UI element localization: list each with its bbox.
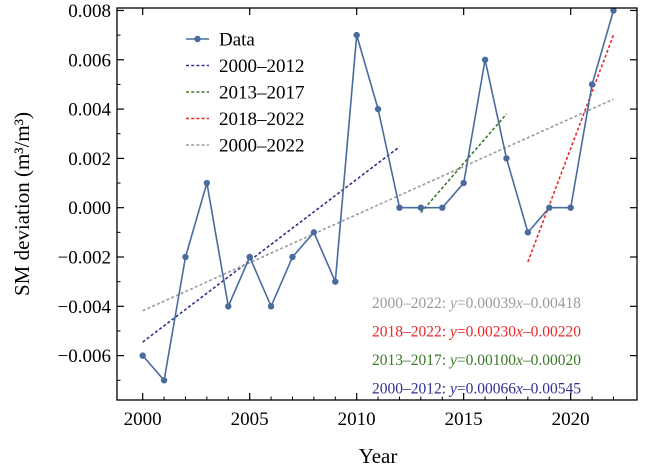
data-point: [481, 56, 489, 63]
trend-line-2018–2022: [527, 34, 615, 263]
data-point: [374, 105, 382, 113]
equation-part-sep: :: [442, 324, 450, 341]
y-tick-label: −0.004: [58, 297, 112, 318]
equation-part-x: x: [515, 324, 523, 341]
data-point: [289, 253, 296, 261]
y-tick-label: −0.002: [58, 248, 111, 269]
axes: 2000 2005 2010 2015 2020 −0.006 −0.004 −0.002 0.…: [10, 1, 638, 468]
equation-part-sep: :: [442, 295, 450, 312]
equation-part-eq: =0.00066: [457, 381, 516, 398]
legend-label-2000–2012: 2000–2012: [219, 56, 305, 77]
trend-line-2000–2022: [142, 98, 614, 312]
x-tick-label: 2015: [445, 409, 483, 430]
equation-annotation: 2018–2022: y=0.00230x–0.00220: [372, 324, 581, 341]
y-tick-label: 0.006: [68, 50, 111, 71]
equation-part-range: 2018–2022: [372, 324, 442, 341]
data-point: [588, 81, 596, 88]
y-tick-label: 0.008: [68, 1, 111, 22]
equation-annotation: 2000–2022: y=0.00039x–0.00418: [372, 295, 581, 312]
equation-part-rest: –0.00418: [522, 295, 581, 312]
x-tick-label: 2000: [124, 409, 162, 430]
data-point: [160, 377, 168, 384]
x-tick-label: 2005: [231, 409, 269, 430]
data-point: [246, 253, 253, 261]
data-point: [567, 204, 574, 211]
equation-annotation: 2000–2012: y=0.00066x–0.00545: [372, 381, 581, 398]
y-tick-label: 0.004: [68, 100, 111, 121]
x-tick-label: 2010: [338, 409, 376, 430]
equation-part-range: 2013–2017: [372, 352, 442, 369]
trend-line-2000–2012: [142, 146, 400, 343]
equation-part-sep: :: [442, 381, 450, 398]
equation-part-y: y: [448, 352, 457, 369]
data-point: [267, 303, 275, 310]
equation-part-x: x: [515, 381, 523, 398]
data-point: [310, 229, 318, 236]
equation-part-y: y: [448, 324, 457, 341]
plot-frame: [116, 7, 638, 401]
y-axis-title: SM deviation (m³/m³): [10, 112, 34, 296]
equation-annotation: 2013–2017: y=0.00100x–0.00020: [372, 352, 581, 369]
data-point: [353, 31, 360, 39]
equation-part-range: 2000–2022: [372, 295, 442, 312]
trend-line-2013–2017: [420, 113, 508, 214]
data-point: [203, 179, 211, 187]
equation-part-eq: =0.00039: [457, 295, 516, 312]
legend-label-Data: Data: [219, 30, 255, 51]
data-point: [225, 303, 232, 310]
data-point: [139, 352, 146, 359]
legend-marker-data: [194, 35, 201, 43]
equation-part-y: y: [448, 381, 457, 398]
equation-part-eq: =0.00100: [457, 352, 516, 369]
equation-part-eq: =0.00230: [457, 324, 516, 341]
data-point: [439, 204, 446, 211]
data-point: [417, 204, 425, 211]
legend: Data 2000–2012 2013–2017 2018–2022 2000–2022: [186, 30, 305, 157]
data-point: [460, 179, 467, 187]
legend-label-2013–2017: 2013–2017: [219, 83, 305, 104]
x-axis-title: Year: [359, 444, 398, 468]
equation-part-x: x: [515, 295, 523, 312]
equation-annotations: 2000–2022: y=0.00039x–0.004182018–2022: …: [372, 295, 581, 398]
equation-part-rest: –0.00220: [522, 324, 581, 341]
y-tick-label: −0.006: [58, 346, 111, 367]
data-point: [182, 253, 189, 261]
data-point: [503, 155, 510, 162]
y-tick-label: 0.000: [68, 198, 111, 219]
data-point: [332, 278, 339, 285]
plot-area: [139, 7, 617, 384]
data-point: [396, 204, 403, 211]
data-point: [524, 229, 532, 236]
equation-part-rest: –0.00545: [522, 381, 581, 398]
legend-label-2000–2022: 2000–2022: [219, 136, 305, 157]
equation-part-range: 2000–2012: [372, 381, 442, 398]
x-tick-label: 2020: [552, 409, 590, 430]
legend-label-2018–2022: 2018–2022: [219, 109, 305, 130]
equation-part-x: x: [515, 352, 523, 369]
equation-part-sep: :: [442, 352, 450, 369]
data-point: [610, 7, 617, 14]
equation-part-y: y: [448, 295, 457, 312]
y-tick-label: 0.002: [68, 149, 111, 170]
data-point: [546, 204, 553, 211]
equation-part-rest: –0.00020: [522, 352, 581, 369]
